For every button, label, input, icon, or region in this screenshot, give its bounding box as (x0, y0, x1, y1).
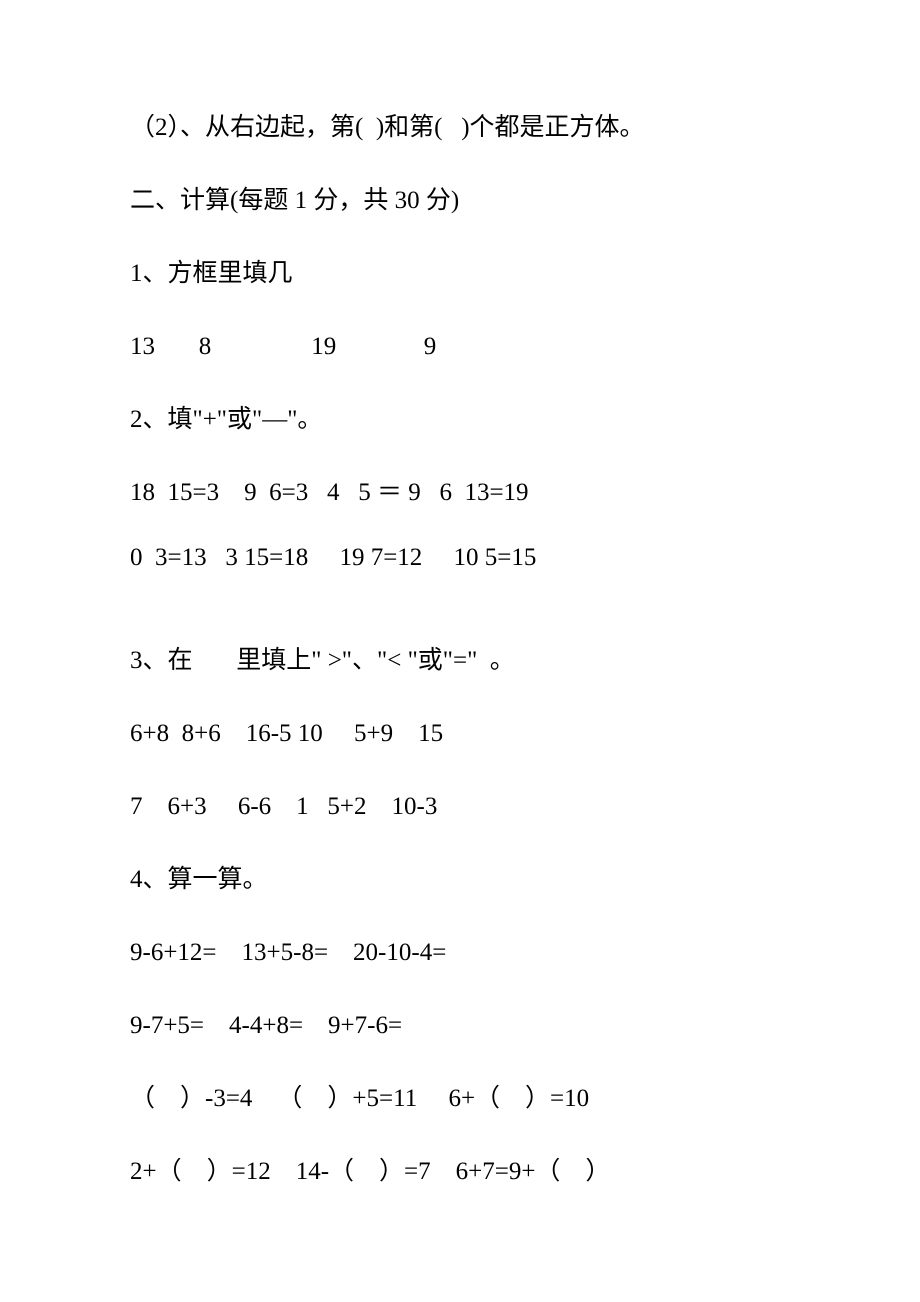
question-4-row3: （ ）-3=4 （ ）+5=11 6+（ ）=10 (130, 1081, 800, 1116)
text-line-q2: （2）、从右边起，第( )和第( )个都是正方体。 (130, 110, 800, 145)
spacer (130, 613, 800, 643)
question-4-heading: 4、算一算。 (130, 862, 800, 897)
question-2-row1: 18 15=3 9 6=3 4 5 ＝ 9 6 13=19 (130, 475, 800, 510)
question-3-row2: 7 6+3 6-6 1 5+2 10-3 (130, 789, 800, 824)
question-4-row4: 2+（ ）=12 14-（ ）=7 6+7=9+（ ） (130, 1154, 800, 1189)
question-4-row2: 9-7+5= 4-4+8= 9+7-6= (130, 1008, 800, 1043)
question-1-heading: 1、方框里填几 (130, 256, 800, 291)
question-3-row1: 6+8 8+6 16-5 10 5+9 15 (130, 716, 800, 751)
question-2-row2: 0 3=13 3 15=18 19 7=12 10 5=15 (130, 540, 800, 575)
section-heading-2: 二、计算(每题 1 分，共 30 分) (130, 183, 800, 218)
question-2-heading: 2、填"+"或"—"。 (130, 402, 800, 437)
question-4-row1: 9-6+12= 13+5-8= 20-10-4= (130, 935, 800, 970)
document-page: （2）、从右边起，第( )和第( )个都是正方体。 二、计算(每题 1 分，共 … (0, 0, 920, 1302)
question-1-row: 13 8 19 9 (130, 329, 800, 364)
question-3-heading: 3、在 里填上" >"、"< "或"=" 。 (130, 643, 800, 678)
